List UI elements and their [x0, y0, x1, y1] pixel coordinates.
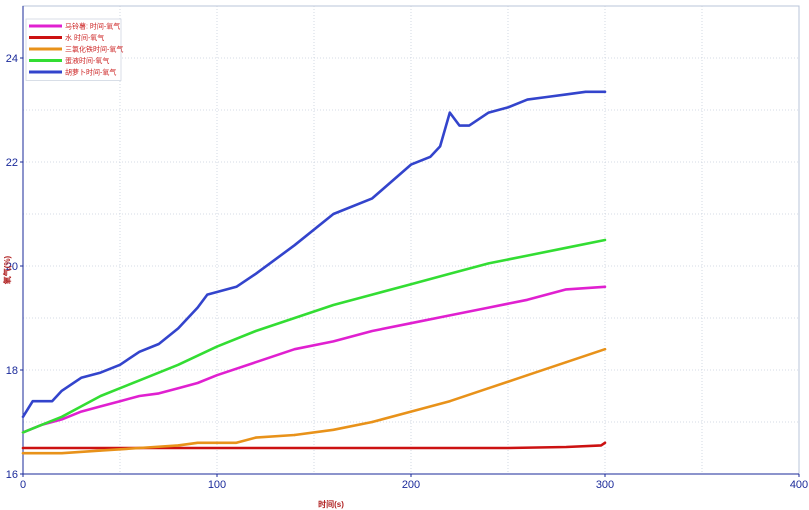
- series-line-4: [21, 238, 607, 434]
- series-line-1: [21, 285, 607, 434]
- legend-label: 马铃薯: 时间-氧气: [65, 22, 120, 31]
- series-point-3: [448, 400, 451, 403]
- y-tick-label: 16: [6, 469, 18, 481]
- series-point-3: [526, 374, 529, 377]
- x-tick-label: 0: [20, 479, 26, 491]
- legend-label: 三氯化铁时间-氧气: [65, 45, 123, 54]
- series-point-3: [332, 428, 335, 431]
- series-point-3: [138, 446, 141, 450]
- series-point-3: [196, 441, 199, 444]
- series-point-3: [235, 441, 238, 444]
- x-axis-title: 时间(s): [318, 499, 344, 509]
- x-tick-label: 200: [402, 479, 420, 491]
- series-point-3: [99, 449, 102, 452]
- series-point-3: [603, 348, 607, 351]
- y-tick-label: 22: [6, 157, 18, 169]
- series-point-3: [60, 452, 63, 455]
- series-point-3: [409, 410, 413, 413]
- legend-label: 胡萝卜时间-氧气: [65, 68, 116, 77]
- series-point-3: [177, 444, 180, 447]
- series-point-3: [371, 420, 374, 424]
- y-tick-label: 24: [6, 53, 18, 65]
- x-tick-label: 300: [596, 479, 614, 491]
- series-point-3: [254, 436, 257, 439]
- series-line-5: [21, 90, 607, 419]
- legend-label: 水 时间-氧气: [65, 33, 104, 42]
- series-point-3: [21, 452, 25, 455]
- series-line-2: [21, 441, 607, 450]
- y-tick-label: 18: [6, 365, 18, 377]
- series-point-3: [565, 361, 568, 364]
- series-point-3: [487, 387, 490, 390]
- x-tick-label: 100: [208, 479, 226, 491]
- legend-label: 蛋液时间-氧气: [65, 56, 109, 65]
- series-point-3: [293, 433, 296, 437]
- y-tick-label: 20: [6, 261, 18, 273]
- y-axis-title: 氧气(%): [2, 255, 12, 285]
- x-tick-label: 400: [790, 479, 808, 491]
